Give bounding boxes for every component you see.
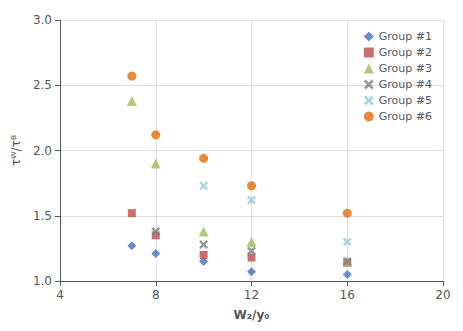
svg-text:12: 12	[244, 288, 259, 302]
svg-text:4: 4	[56, 288, 64, 302]
svg-text:τᵂ/τᴮ: τᵂ/τᴮ	[9, 135, 23, 166]
svg-text:16: 16	[340, 288, 355, 302]
svg-text:Group #4: Group #4	[379, 78, 432, 91]
svg-text:20: 20	[435, 288, 450, 302]
svg-text:W₂/y₀: W₂/y₀	[234, 308, 270, 322]
svg-text:2.0: 2.0	[33, 144, 52, 158]
svg-text:Group #2: Group #2	[379, 46, 432, 59]
svg-text:Group #3: Group #3	[379, 62, 432, 75]
svg-text:8: 8	[152, 288, 160, 302]
svg-text:1.5: 1.5	[33, 209, 52, 223]
svg-text:3.0: 3.0	[33, 13, 52, 27]
svg-text:1.0: 1.0	[33, 274, 52, 288]
svg-text:Group #6: Group #6	[379, 110, 432, 123]
svg-text:Group #1: Group #1	[379, 30, 432, 43]
svg-text:Group #5: Group #5	[379, 94, 432, 107]
svg-text:2.5: 2.5	[33, 78, 52, 92]
